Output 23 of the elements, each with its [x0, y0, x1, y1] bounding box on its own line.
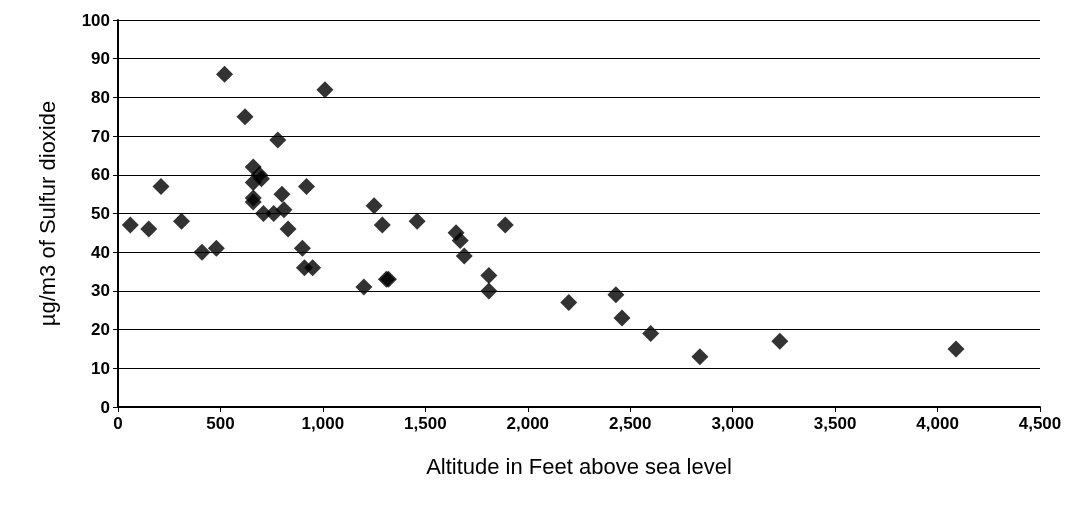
x-tick-label: 1,000	[301, 414, 345, 433]
y-tick-label: 10	[91, 358, 110, 378]
x-tick-label: 2,500	[608, 414, 652, 433]
y-tick-label: 100	[81, 10, 110, 30]
y-tick-label: 80	[91, 87, 110, 107]
x-tick-label: 3,500	[813, 414, 857, 433]
y-tick-label: 40	[91, 242, 110, 262]
x-tick-label: 3,000	[711, 414, 754, 433]
x-tick-label: 1,500	[404, 414, 447, 433]
x-tick-label: 4,500	[1018, 414, 1062, 433]
y-axis-title: µg/m3 of Sulfur dioxide	[34, 100, 60, 327]
y-tick-label: 0	[100, 397, 110, 417]
x-tick-label: 4,000	[916, 414, 959, 433]
y-tick-label: 90	[91, 49, 110, 69]
x-tick-label: 0	[113, 414, 123, 433]
y-tick-label: 20	[91, 320, 110, 340]
y-tick-label: 50	[91, 204, 110, 223]
x-tick-label: 2,000	[506, 414, 550, 433]
x-tick-label: 500	[206, 414, 235, 433]
y-tick-label: 70	[91, 126, 110, 146]
y-tick-label: 60	[91, 165, 110, 185]
x-axis-title: Altitude in Feet above sea level	[426, 453, 732, 479]
y-tick-label: 30	[91, 281, 110, 301]
